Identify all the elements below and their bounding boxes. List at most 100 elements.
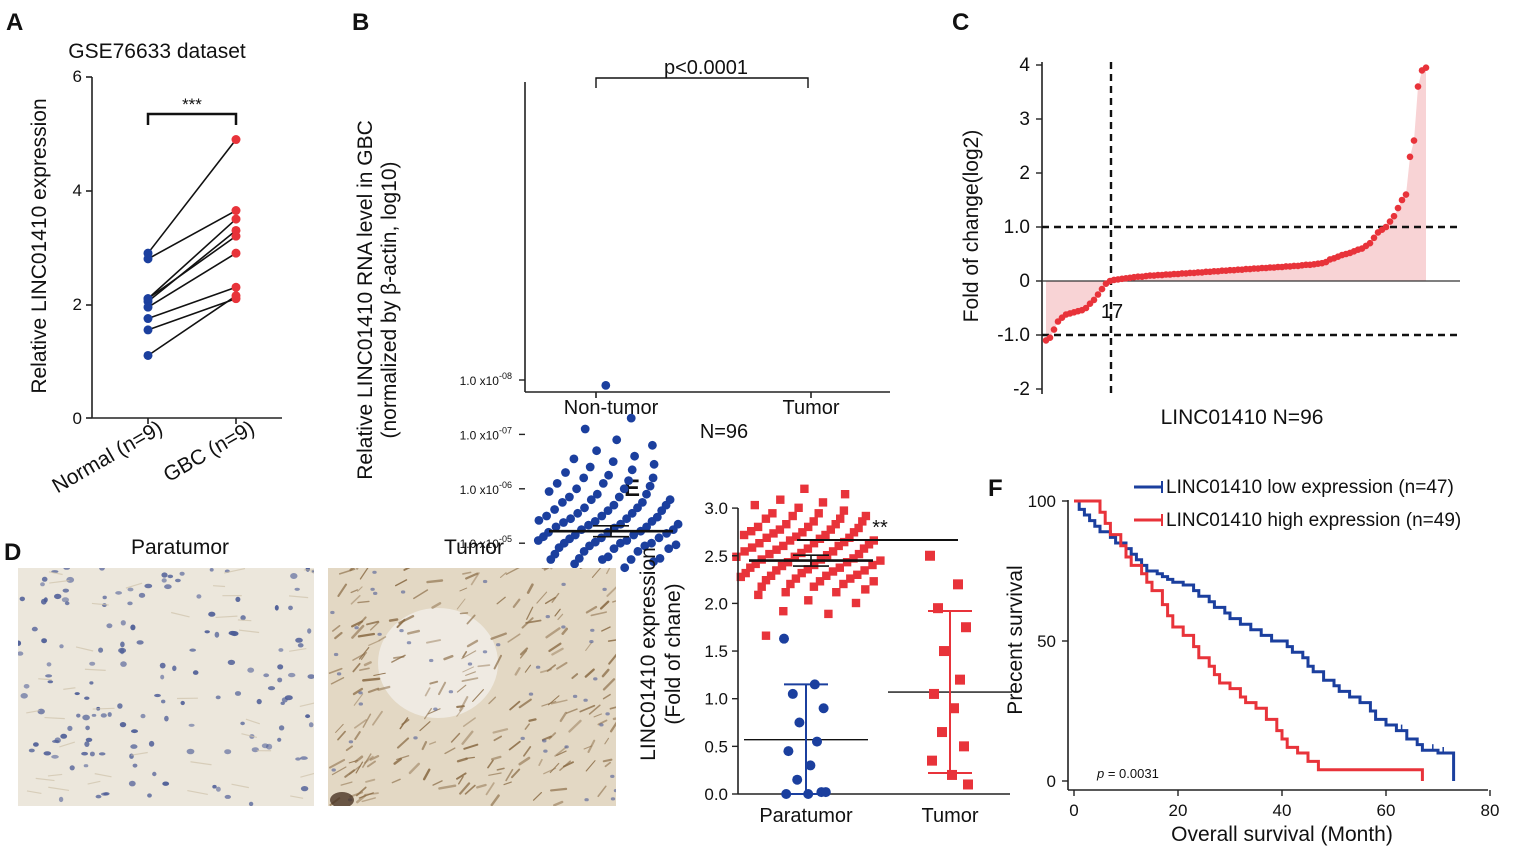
tissue-fiber xyxy=(241,733,258,739)
stained-cell xyxy=(354,731,361,741)
panel-letter-b: B xyxy=(352,9,369,36)
data-point xyxy=(231,214,241,224)
chart-e-significance: ** xyxy=(872,517,888,539)
cell-nucleus xyxy=(333,652,339,657)
stained-cell xyxy=(462,666,474,673)
stained-cell xyxy=(351,624,365,639)
stained-cell xyxy=(568,719,582,733)
chart-a-ytick: 4 xyxy=(73,181,82,200)
tissue-fiber xyxy=(238,629,260,634)
stained-cell xyxy=(354,755,364,763)
stained-cell xyxy=(604,761,612,768)
tissue-fiber xyxy=(187,789,208,796)
data-point xyxy=(638,498,647,507)
data-point xyxy=(854,523,863,533)
data-point xyxy=(1050,326,1058,333)
stained-cell xyxy=(357,586,363,592)
data-point xyxy=(787,688,798,699)
data-point xyxy=(747,527,756,536)
stained-cell xyxy=(507,633,521,643)
cell-nucleus xyxy=(144,583,153,589)
data-point xyxy=(933,603,943,614)
data-point xyxy=(768,509,777,518)
stained-cell xyxy=(426,579,444,584)
chart-f: Precent survival 0 20 40 60 80 0 50 100 Overall… xyxy=(1004,477,1499,846)
stained-cell xyxy=(372,710,383,726)
cell-nucleus xyxy=(413,736,418,740)
data-point xyxy=(820,787,831,798)
stained-cell xyxy=(419,721,431,732)
data-point xyxy=(601,381,611,390)
data-point xyxy=(761,576,771,585)
stained-cell xyxy=(602,693,611,700)
stained-cell xyxy=(332,624,341,632)
stained-cell xyxy=(492,728,509,734)
cell-nucleus xyxy=(590,628,595,632)
stained-cell xyxy=(532,792,542,801)
stained-cell xyxy=(457,775,464,785)
y-tick-label: 50 xyxy=(1037,632,1056,651)
data-point xyxy=(864,540,874,549)
data-point xyxy=(953,579,963,590)
stained-cell xyxy=(459,696,469,712)
stained-cell xyxy=(407,629,421,635)
data-point xyxy=(673,519,683,529)
cell-nucleus xyxy=(372,570,377,574)
data-point xyxy=(580,503,589,513)
stained-cell xyxy=(599,600,610,610)
data-point xyxy=(840,490,850,499)
data-point xyxy=(949,703,959,714)
chart-e-xtick: Tumor xyxy=(921,805,978,827)
tissue-dark-spot xyxy=(330,792,354,806)
cell-nucleus xyxy=(120,641,125,648)
data-point xyxy=(925,550,935,561)
stained-cell xyxy=(519,647,529,656)
cell-nucleus xyxy=(99,568,105,571)
stained-cell xyxy=(490,794,500,806)
stained-cell xyxy=(456,772,467,780)
cell-nucleus xyxy=(613,789,616,793)
stained-cell xyxy=(525,619,542,624)
chart-f-pvalue-p: p xyxy=(1096,766,1104,781)
stained-cell xyxy=(363,661,372,667)
pair-line xyxy=(147,139,237,254)
tissue-fiber xyxy=(49,579,70,584)
cell-nucleus xyxy=(267,686,276,691)
stained-cell xyxy=(459,612,469,615)
tissue-fiber xyxy=(289,647,307,652)
data-point xyxy=(534,516,544,525)
cell-nucleus xyxy=(161,578,167,583)
stained-cell xyxy=(546,664,557,672)
data-point xyxy=(961,622,971,633)
cell-nucleus xyxy=(288,605,293,611)
cell-nucleus xyxy=(160,674,165,680)
data-point xyxy=(574,554,584,563)
cell-nucleus xyxy=(115,591,122,595)
cell-nucleus xyxy=(248,801,254,806)
stained-cell xyxy=(493,654,502,670)
data-point xyxy=(859,544,869,553)
data-point xyxy=(765,549,774,559)
chart-f-legend-low: LINC01410 low expression (n=47) xyxy=(1166,477,1454,498)
data-point xyxy=(839,506,849,515)
data-point xyxy=(231,135,241,145)
stained-cell xyxy=(394,579,408,587)
cell-nucleus xyxy=(281,697,288,703)
cell-nucleus xyxy=(278,648,284,652)
panel-letter-a: A xyxy=(6,9,23,36)
cell-nucleus xyxy=(45,674,53,678)
stained-cell xyxy=(350,589,359,594)
stained-cell xyxy=(396,737,410,749)
data-point xyxy=(671,540,681,550)
stained-cell xyxy=(587,739,596,753)
stained-cell xyxy=(369,755,380,761)
data-point xyxy=(761,631,771,640)
cell-nucleus xyxy=(599,723,604,727)
data-point xyxy=(831,520,840,529)
stained-cell xyxy=(429,741,437,745)
tissue-fiber xyxy=(48,786,70,792)
data-point xyxy=(842,558,852,567)
stained-cell xyxy=(472,689,484,702)
stained-cell xyxy=(549,762,560,774)
data-point xyxy=(609,544,619,553)
